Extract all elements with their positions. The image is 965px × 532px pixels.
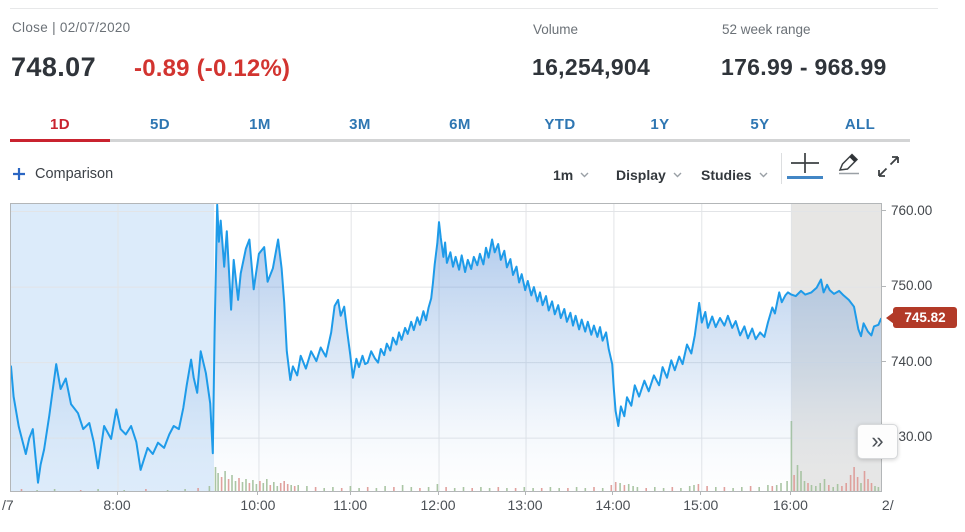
price-axis-label: 740.00 [891,353,933,369]
price-change: -0.89 (-0.12%) [134,55,291,82]
last-close-price: 748.07 [11,52,96,82]
active-tab-underline [10,139,110,142]
period-tab-bar: 1D 5D 1M 3M 6M YTD 1Y 5Y ALL [10,113,910,139]
time-axis-label: 14:00 [595,497,631,513]
tab-6m[interactable]: 6M [449,116,471,133]
display-label: Display [616,167,666,183]
crosshair-icon [787,152,823,174]
tab-ytd[interactable]: YTD [544,116,576,133]
tab-1d[interactable]: 1D [50,116,70,133]
expand-panel-button[interactable]: » [857,424,898,459]
studies-dropdown[interactable]: Studies [701,167,768,183]
tab-5y[interactable]: 5Y [750,116,770,133]
draw-tool-button[interactable] [835,149,863,177]
52-week-range-value: 176.99 - 968.99 [721,54,887,80]
fullscreen-button[interactable] [877,155,900,178]
time-axis-label: 8:00 [103,497,131,513]
time-axis-tick [116,491,118,495]
price-axis-tick [881,285,886,287]
price-line [11,204,881,484]
time-axis-label: /7 [2,497,14,513]
last-price-badge: 745.82 [886,307,957,329]
price-axis-tick [881,361,886,363]
time-axis-tick [789,491,791,495]
time-axis-label: 13:00 [507,497,543,513]
52-week-range-label: 52 week range [722,22,811,37]
volume-value: 16,254,904 [532,54,651,80]
crosshair-tool-button[interactable] [787,152,823,174]
close-date-label: Close | 02/07/2020 [12,20,131,35]
tab-all[interactable]: ALL [844,116,876,133]
price-axis-label: 750.00 [891,278,933,294]
chevron-down-icon [580,172,589,178]
time-axis-label: 11:00 [333,497,368,513]
time-axis-label: 2/ [881,497,894,513]
tab-3m[interactable]: 3M [349,116,371,133]
interval-value: 1m [553,167,574,183]
header-divider [10,8,938,9]
time-axis-label: 16:00 [772,497,808,513]
price-axis-label: 730.00 [891,429,933,445]
price-axis-tick [881,210,886,212]
toolbar-divider [781,153,782,184]
chevron-down-icon [673,172,682,178]
time-axis-tick [437,491,439,495]
time-axis-tick [524,491,526,495]
plus-icon [12,167,26,181]
comparison-label: Comparison [35,166,114,182]
time-axis-tick [612,491,614,495]
studies-label: Studies [701,167,752,183]
pencil-icon [835,149,863,177]
time-axis-label: 10:00 [240,497,276,513]
time-axis-tick [349,491,351,495]
expand-arrows-icon [877,155,900,178]
display-dropdown[interactable]: Display [616,167,682,183]
crosshair-active-indicator [787,176,823,179]
tab-1m[interactable]: 1M [249,116,271,133]
time-axis-tick [257,491,259,495]
interval-dropdown[interactable]: 1m [553,167,589,183]
volume-label: Volume [533,22,579,37]
time-axis-label: 12:00 [420,497,456,513]
tab-5d[interactable]: 5D [150,116,170,133]
time-axis-label: 15:00 [683,497,719,513]
tab-bar-underline [10,139,910,142]
price-chart-plot-area[interactable] [10,203,882,492]
price-line-chart [11,204,881,491]
price-axis-label: 760.00 [891,202,933,218]
tab-1y[interactable]: 1Y [650,116,670,133]
time-axis-tick [700,491,702,495]
add-comparison-button[interactable]: Comparison [12,166,113,182]
chevron-down-icon [759,172,768,178]
